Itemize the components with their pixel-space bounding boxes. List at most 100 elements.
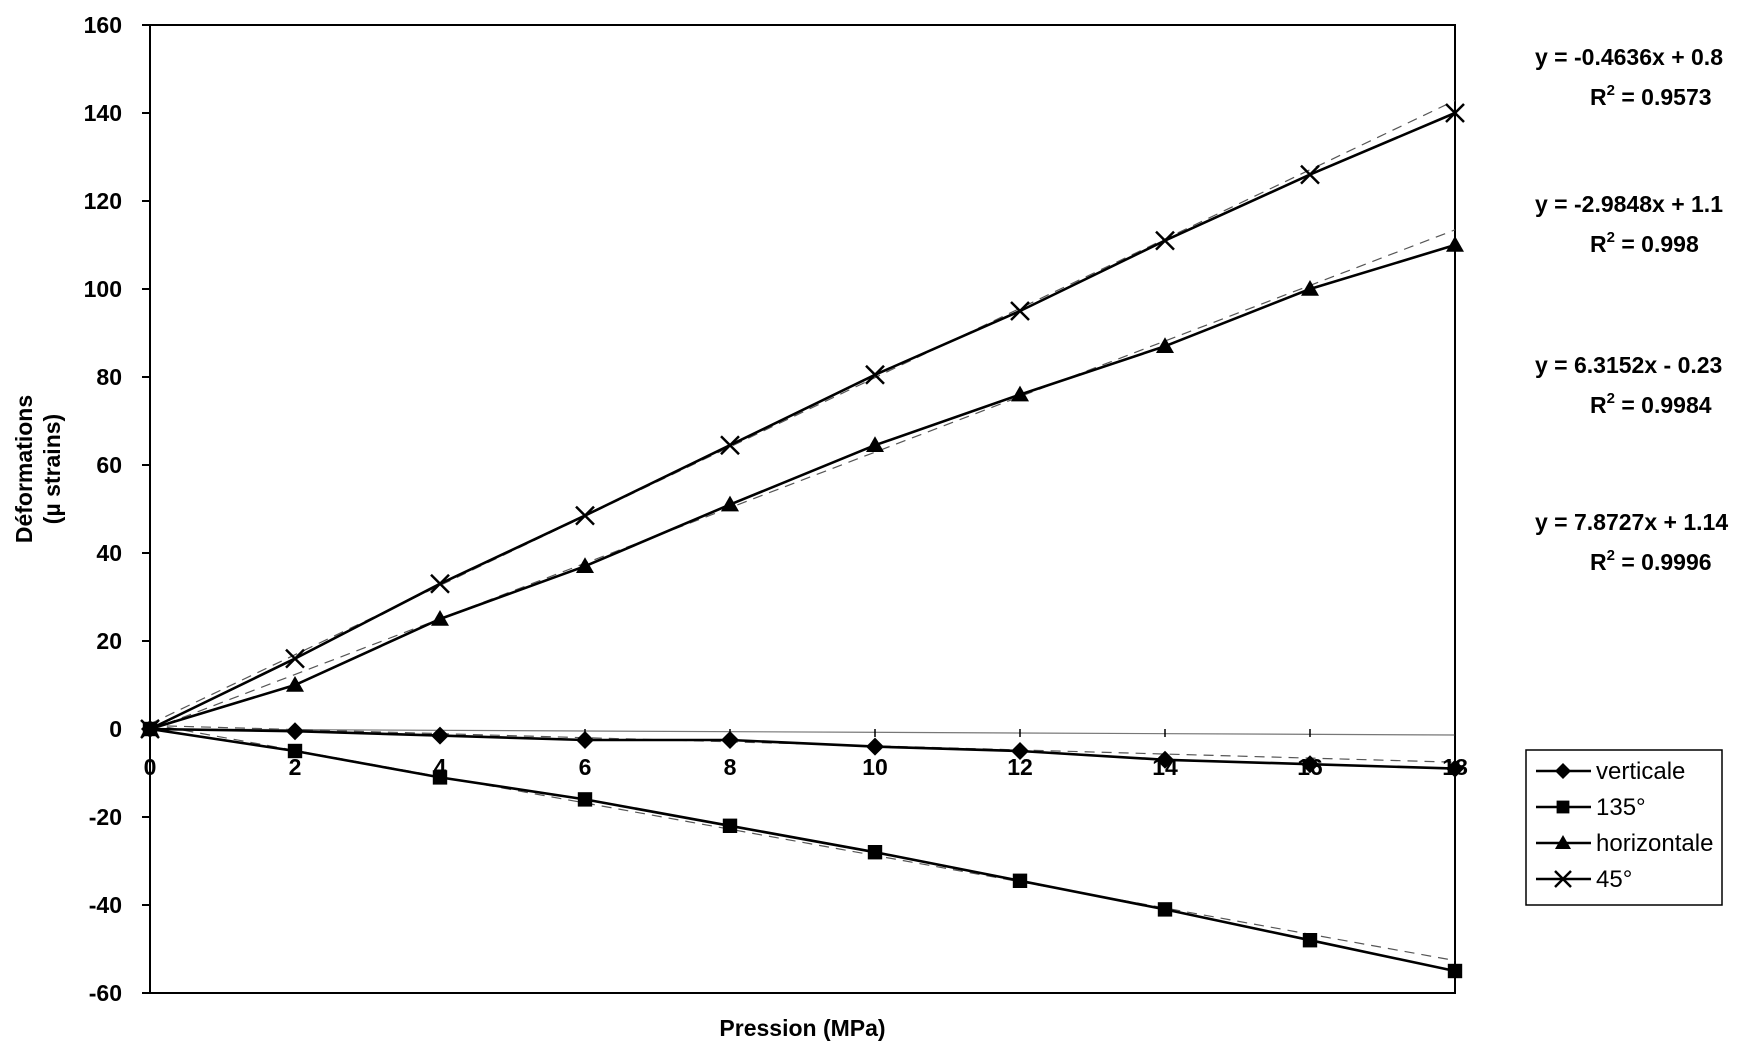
series-line <box>149 243 1456 731</box>
plot-area <box>149 24 1456 994</box>
legend-item: horizontale <box>1536 830 1713 857</box>
trendline-equation: y = 7.8727x + 1.14 <box>1535 509 1728 535</box>
series-line <box>149 727 1456 973</box>
marker-triangle <box>1446 236 1464 252</box>
legend-item: verticale <box>1536 758 1685 785</box>
y-tick-label: 40 <box>96 540 122 566</box>
r2-value: = 0.9573 <box>1615 84 1712 110</box>
r2-value: = 0.9996 <box>1615 549 1712 575</box>
marker-x <box>1155 230 1175 251</box>
marker-diamond <box>576 731 594 749</box>
marker-x-stroke <box>865 364 885 385</box>
legend-label: horizontale <box>1596 830 1713 857</box>
r2-value: = 0.998 <box>1615 231 1699 257</box>
y-tick-label: -60 <box>89 980 122 1006</box>
r2-exponent: 2 <box>1607 82 1615 99</box>
marker-diamond <box>721 731 739 749</box>
marker-x-stroke <box>1300 164 1320 185</box>
r2-exponent: 2 <box>1607 390 1615 407</box>
r2-label: R <box>1590 84 1607 110</box>
marker-x-stroke <box>720 435 740 456</box>
y-tick-label: 0 <box>109 716 122 742</box>
marker-diamond <box>1301 755 1319 774</box>
marker-x-stroke <box>1155 230 1175 251</box>
y-tick-label: 120 <box>84 188 122 214</box>
trendline <box>149 99 1456 725</box>
legend-label: verticale <box>1596 758 1685 785</box>
marker-x <box>430 573 450 594</box>
x-tick-label: 14 <box>1152 754 1178 780</box>
marker-x <box>285 648 305 669</box>
series-line <box>149 111 1456 731</box>
marker-square <box>432 770 448 785</box>
y-tick-label: 60 <box>96 452 122 478</box>
y-axis-title-line: (µ strains) <box>39 414 65 524</box>
y-axis-title-line: Déformations <box>11 395 37 543</box>
marker-square <box>722 818 738 833</box>
marker-square <box>1157 902 1173 917</box>
y-tick-label: 20 <box>96 628 122 654</box>
r2-label: R <box>1590 392 1607 418</box>
y-axis-title: Déformations(µ strains) <box>11 395 65 543</box>
trendline-equation: y = -0.4636x + 0.8 <box>1535 44 1723 70</box>
r2-label: R <box>1590 231 1607 257</box>
x-tick-label: 0 <box>144 754 157 780</box>
marker-diamond <box>1011 742 1029 760</box>
marker-x-stroke <box>1554 870 1572 888</box>
y-axis-title-text: Déformations(µ strains) <box>11 395 65 543</box>
marker-triangle <box>866 436 884 452</box>
x-axis-ticks: 0 2 4 6 8 10 12 14 16 18 <box>144 729 1468 780</box>
marker-diamond <box>866 737 884 756</box>
trendline <box>149 229 1456 731</box>
trendline-r2: R2 = 0.998 <box>1590 229 1699 257</box>
legend-item: 45° <box>1536 866 1632 893</box>
x-tick-label: 16 <box>1297 754 1323 780</box>
marker-x <box>1554 870 1572 888</box>
marker-diamond <box>1555 763 1571 779</box>
marker-triangle <box>1156 337 1174 353</box>
plot-border <box>149 24 1456 994</box>
marker-triangle <box>286 676 304 692</box>
marker-x-stroke <box>1445 103 1465 123</box>
x-tick-label: 8 <box>724 754 737 780</box>
marker-triangle <box>721 495 739 512</box>
r2-label: R <box>1590 549 1607 575</box>
legend: verticale 135° horizontale 45° <box>1525 749 1723 906</box>
marker-square <box>1302 933 1318 948</box>
marker-x-stroke <box>285 648 305 669</box>
marker-square <box>867 845 883 860</box>
marker-x <box>1445 103 1465 123</box>
y-tick-label: 140 <box>84 100 122 126</box>
marker-triangle <box>431 610 449 626</box>
marker-triangle <box>576 557 594 573</box>
marker-triangle <box>1011 385 1029 402</box>
y-tick-label: -40 <box>89 892 122 918</box>
legend-label: 45° <box>1596 866 1632 893</box>
marker-square <box>1447 963 1463 979</box>
y-tick-label: 80 <box>96 364 122 390</box>
series-lines <box>140 103 1465 979</box>
x-tick-label: 2 <box>289 754 302 780</box>
legend-label: 135° <box>1596 794 1646 821</box>
marker-square <box>1012 873 1028 888</box>
marker-square <box>577 792 593 807</box>
trendline-r2: R2 = 0.9996 <box>1590 547 1712 575</box>
trendlines <box>149 99 1456 962</box>
marker-diamond <box>1446 759 1464 778</box>
x-tick-label: 12 <box>1007 754 1033 780</box>
marker-diamond <box>1156 750 1174 769</box>
x-tick-label: 6 <box>579 754 592 780</box>
marker-x <box>720 435 740 456</box>
marker-x <box>1010 301 1030 321</box>
marker-x <box>1300 164 1320 185</box>
r2-exponent: 2 <box>1607 547 1615 564</box>
marker-x <box>865 364 885 385</box>
zero-line <box>149 728 1456 736</box>
marker-square <box>287 743 303 759</box>
y-axis-ticks: 160 140 120 100 80 60 40 20 0 -20 -40 -60 <box>84 12 150 1006</box>
trendline-equation: y = -2.9848x + 1.1 <box>1535 191 1723 217</box>
y-tick-label: 160 <box>84 12 122 38</box>
series-line <box>149 727 1456 770</box>
